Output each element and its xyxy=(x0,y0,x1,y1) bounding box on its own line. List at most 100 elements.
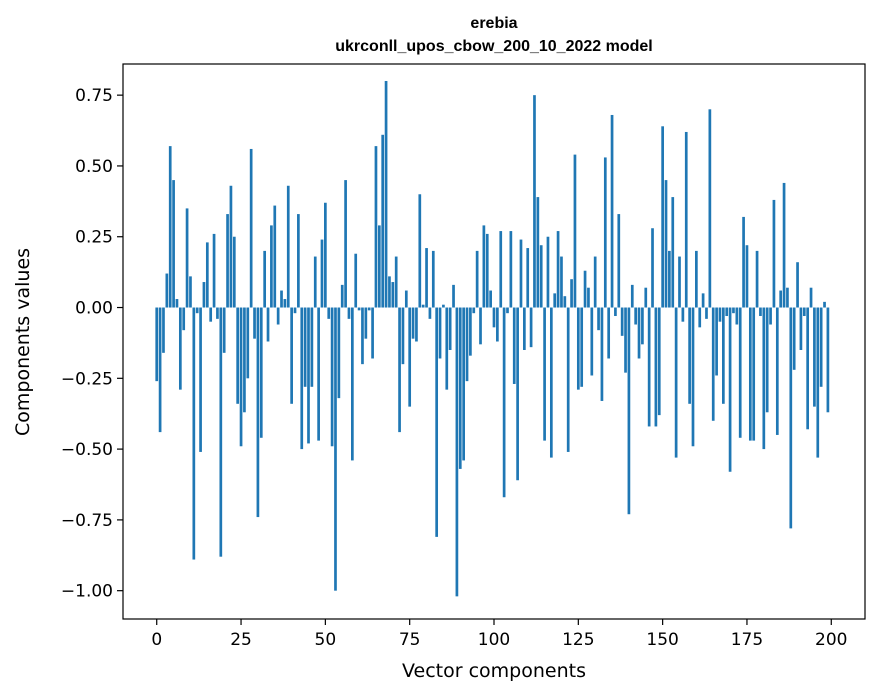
bar xyxy=(411,307,415,339)
bar xyxy=(408,307,412,407)
bar xyxy=(330,307,334,447)
bar xyxy=(243,307,246,413)
bar xyxy=(711,307,715,421)
bar xyxy=(347,307,351,319)
bar xyxy=(340,284,344,308)
bar xyxy=(688,307,691,404)
bar xyxy=(732,307,735,314)
bar xyxy=(178,307,182,390)
bar xyxy=(313,256,317,308)
bar xyxy=(536,197,540,308)
x-axis-ticks: 0 25 50 75 100 125 150 175 200 xyxy=(151,619,847,650)
x-tick-label: 25 xyxy=(230,630,252,650)
bar xyxy=(155,307,159,382)
y-tick-label: −1.00 xyxy=(61,582,113,602)
bar xyxy=(445,307,449,390)
bar xyxy=(799,307,803,350)
bar xyxy=(651,228,654,308)
bar-series xyxy=(155,80,830,597)
bar xyxy=(789,307,793,529)
bar xyxy=(823,301,826,308)
bar xyxy=(509,231,513,308)
bar xyxy=(428,307,432,319)
bar xyxy=(519,239,523,308)
bar xyxy=(310,307,314,387)
bar xyxy=(303,307,307,387)
bar xyxy=(533,95,536,308)
bar xyxy=(657,307,661,416)
bar xyxy=(189,276,192,308)
bar xyxy=(239,307,243,447)
bar xyxy=(681,307,685,322)
x-tick-label: 50 xyxy=(315,630,337,650)
bar xyxy=(809,287,813,308)
bar xyxy=(624,307,627,373)
bar xyxy=(475,250,479,308)
bar xyxy=(374,146,378,308)
bar xyxy=(779,290,783,308)
bar xyxy=(192,307,196,560)
bar xyxy=(738,307,742,438)
bar xyxy=(438,307,442,359)
bar xyxy=(573,154,577,308)
bar xyxy=(580,307,584,387)
bar xyxy=(418,194,422,308)
x-tick-label: 100 xyxy=(478,630,510,650)
bar xyxy=(745,245,749,308)
bar xyxy=(364,307,368,339)
bar xyxy=(479,307,482,345)
bar xyxy=(199,307,202,452)
bar xyxy=(499,231,503,308)
bar xyxy=(614,307,617,317)
bar xyxy=(627,307,631,515)
bar xyxy=(259,307,263,438)
bar xyxy=(496,307,499,342)
bar xyxy=(317,307,320,441)
bar xyxy=(175,299,179,308)
bar xyxy=(307,307,310,444)
bar xyxy=(273,205,277,308)
bar xyxy=(762,307,766,450)
bar xyxy=(158,307,162,433)
bar xyxy=(246,307,250,379)
bar xyxy=(344,180,347,308)
bar xyxy=(806,307,810,430)
bar xyxy=(560,256,563,308)
bar xyxy=(361,307,364,365)
y-axis-ticks: 0.75 0.50 0.25 0.00 −0.25 −0.50 −0.75 −1.00 xyxy=(61,86,123,602)
bar xyxy=(590,307,594,376)
bar xyxy=(229,185,233,308)
bar xyxy=(465,307,469,382)
bar xyxy=(641,307,644,345)
bar xyxy=(168,146,172,308)
bar xyxy=(458,307,462,469)
bar xyxy=(351,307,354,461)
bar xyxy=(644,287,648,308)
y-tick-label: 0.75 xyxy=(75,86,113,106)
bar xyxy=(236,307,240,404)
bar xyxy=(388,276,391,308)
bar xyxy=(705,307,708,319)
bar xyxy=(819,307,823,387)
bar xyxy=(216,307,219,319)
bar xyxy=(752,307,756,441)
chart-title-line-1: erebia xyxy=(470,15,517,32)
bar xyxy=(553,293,557,308)
bar xyxy=(394,256,398,308)
bar xyxy=(691,307,695,447)
bar xyxy=(489,290,492,308)
bar xyxy=(512,307,516,384)
bar xyxy=(549,307,553,458)
bar xyxy=(266,307,270,342)
bar xyxy=(735,307,739,325)
bar xyxy=(546,236,550,308)
bar xyxy=(320,239,324,308)
bar xyxy=(232,236,236,308)
bar xyxy=(566,307,570,452)
y-axis-label: Components values xyxy=(12,248,34,436)
bar xyxy=(607,307,611,359)
bar xyxy=(324,202,327,308)
bar xyxy=(526,248,530,308)
bar xyxy=(354,253,358,308)
bar xyxy=(759,307,762,317)
